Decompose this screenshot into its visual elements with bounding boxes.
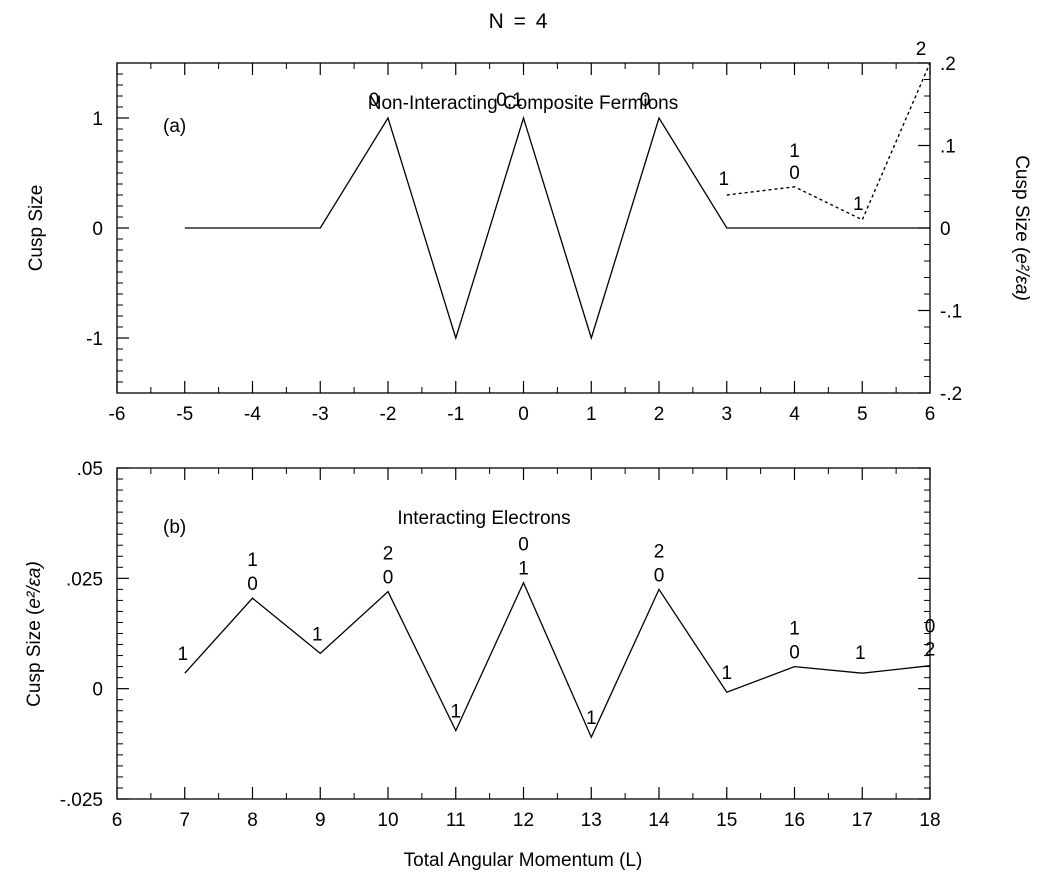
x-tick-label: 9 [315, 810, 326, 831]
x-tick-label: 0 [518, 404, 529, 425]
data-annotation: 2 [383, 544, 394, 565]
x-tick-label: 18 [919, 810, 940, 831]
panel-b-ticks [116, 467, 931, 800]
x-tick-label: 1 [586, 404, 597, 425]
data-annotation: 0 [925, 617, 936, 638]
panel-a-series [184, 62, 931, 341]
y-right-tick-label: 0 [940, 219, 951, 240]
data-annotation: 1 [855, 643, 866, 664]
x-tick-label: 8 [247, 810, 258, 831]
y-right-tick-label: -.2 [940, 384, 962, 405]
data-annotation: 2 [925, 640, 936, 661]
data-annotation: 1 [789, 141, 800, 162]
x-tick-label: 13 [581, 810, 602, 831]
panel-a-x-tick-labels: -6 -5 -4 -3 -2 -1 0 1 2 3 4 5 6 [109, 404, 936, 425]
x-tick-label: 16 [784, 810, 805, 831]
data-annotation: 1 [789, 619, 800, 640]
data-annotation: 0 [383, 568, 394, 589]
x-tick-label: -6 [109, 404, 126, 425]
data-annotation: 0 [640, 90, 651, 111]
data-annotation: 1 [718, 169, 729, 190]
y-right-tick-label: .1 [940, 137, 956, 158]
panel-a-right-ylabel-text: Cusp Size ( [1011, 155, 1032, 254]
panel-a-right-ylabel: Cusp Size (e²/εa) [1011, 155, 1032, 301]
x-tick-label: -2 [380, 404, 397, 425]
y-tick-label: 0 [92, 680, 103, 701]
y-tick-label: 1 [92, 109, 103, 130]
panel-b-title: Interacting Electrons [397, 508, 570, 529]
data-annotation: 0,1 [496, 90, 522, 111]
panel-b-ylabel-unit: e²/εa) [24, 561, 45, 608]
y-tick-label: -1 [86, 329, 103, 350]
data-annotation: 1 [721, 663, 732, 684]
data-annotation: 0 [789, 163, 800, 184]
panel-a-ticks [116, 62, 931, 394]
panel-a-title: Non-Interacting Composite Fermions [368, 93, 678, 114]
panel-a-ylabel: Cusp Size [26, 185, 47, 272]
panel-a: -6 -5 -4 -3 -2 -1 0 1 2 3 4 5 6 10-1 .2.10-.1-.2 0 0,… [26, 39, 1032, 425]
x-tick-label: -1 [447, 404, 464, 425]
panel-a-right-y-tick-labels: .2 .1 0 -.1 -.2 [940, 54, 962, 405]
x-tick-label: 6 [925, 404, 936, 425]
data-annotation: 0 [369, 90, 380, 111]
x-tick-label: -4 [244, 404, 261, 425]
y-tick-label: 0 [92, 219, 103, 240]
x-tick-label: -3 [312, 404, 329, 425]
y-right-tick-label: .2 [940, 54, 956, 75]
x-tick-label: 17 [852, 810, 873, 831]
data-annotation: 2 [654, 541, 665, 562]
data-annotation: 1 [518, 559, 529, 580]
data-annotation: 1 [312, 624, 323, 645]
x-tick-label: 5 [857, 404, 868, 425]
data-annotation: 1 [586, 708, 597, 729]
data-annotation: 1 [177, 644, 188, 665]
data-annotation: 0 [654, 565, 665, 586]
panel-a-y-tick-labels: 1 0 -1 [86, 109, 103, 350]
x-tick-label: 11 [446, 810, 466, 831]
data-annotation: 1 [247, 550, 258, 571]
panel-b-y-tick-labels: .05 .025 0 -.025 [60, 459, 103, 811]
x-tick-label: 10 [377, 810, 398, 831]
panel-a-right-ylabel-unit: e²/εa) [1011, 253, 1032, 300]
x-tick-label: 4 [789, 404, 800, 425]
x-tick-label: 2 [654, 404, 665, 425]
y-tick-label: .05 [77, 459, 103, 480]
data-annotation: 0 [789, 643, 800, 664]
series-line-1 [184, 115, 930, 341]
data-annotation: 0 [518, 535, 529, 556]
x-axis-title: Total Angular Momentum (L) [404, 850, 643, 871]
data-annotation: 1 [853, 194, 864, 215]
x-tick-label: 12 [513, 810, 534, 831]
data-annotation: 2 [916, 39, 927, 60]
series-line-2 [726, 62, 931, 221]
x-tick-label: 7 [179, 810, 190, 831]
panel-b-x-tick-labels: 6 7 8 9 10 11 12 13 14 15 16 17 18 [112, 810, 941, 831]
series-line-1 [184, 581, 931, 739]
panel-b-ylabel-text: Cusp Size ( [24, 608, 45, 707]
data-annotation: 1 [450, 702, 461, 723]
y-tick-label: -.025 [60, 790, 103, 811]
x-tick-label: 3 [721, 404, 732, 425]
data-annotation: 0 [247, 574, 258, 595]
y-right-tick-label: -.1 [940, 302, 962, 323]
x-tick-label: 15 [716, 810, 737, 831]
y-tick-label: .025 [66, 569, 103, 590]
panel-b-series [184, 581, 931, 739]
panel-a-label: (a) [163, 116, 186, 137]
x-tick-label: -5 [176, 404, 193, 425]
panel-b-label: (b) [163, 517, 186, 538]
figure-title: N = 4 [489, 10, 550, 33]
x-tick-label: 6 [112, 810, 123, 831]
x-tick-label: 14 [648, 810, 670, 831]
panel-b-ylabel: Cusp Size (e²/εa) [24, 561, 45, 707]
